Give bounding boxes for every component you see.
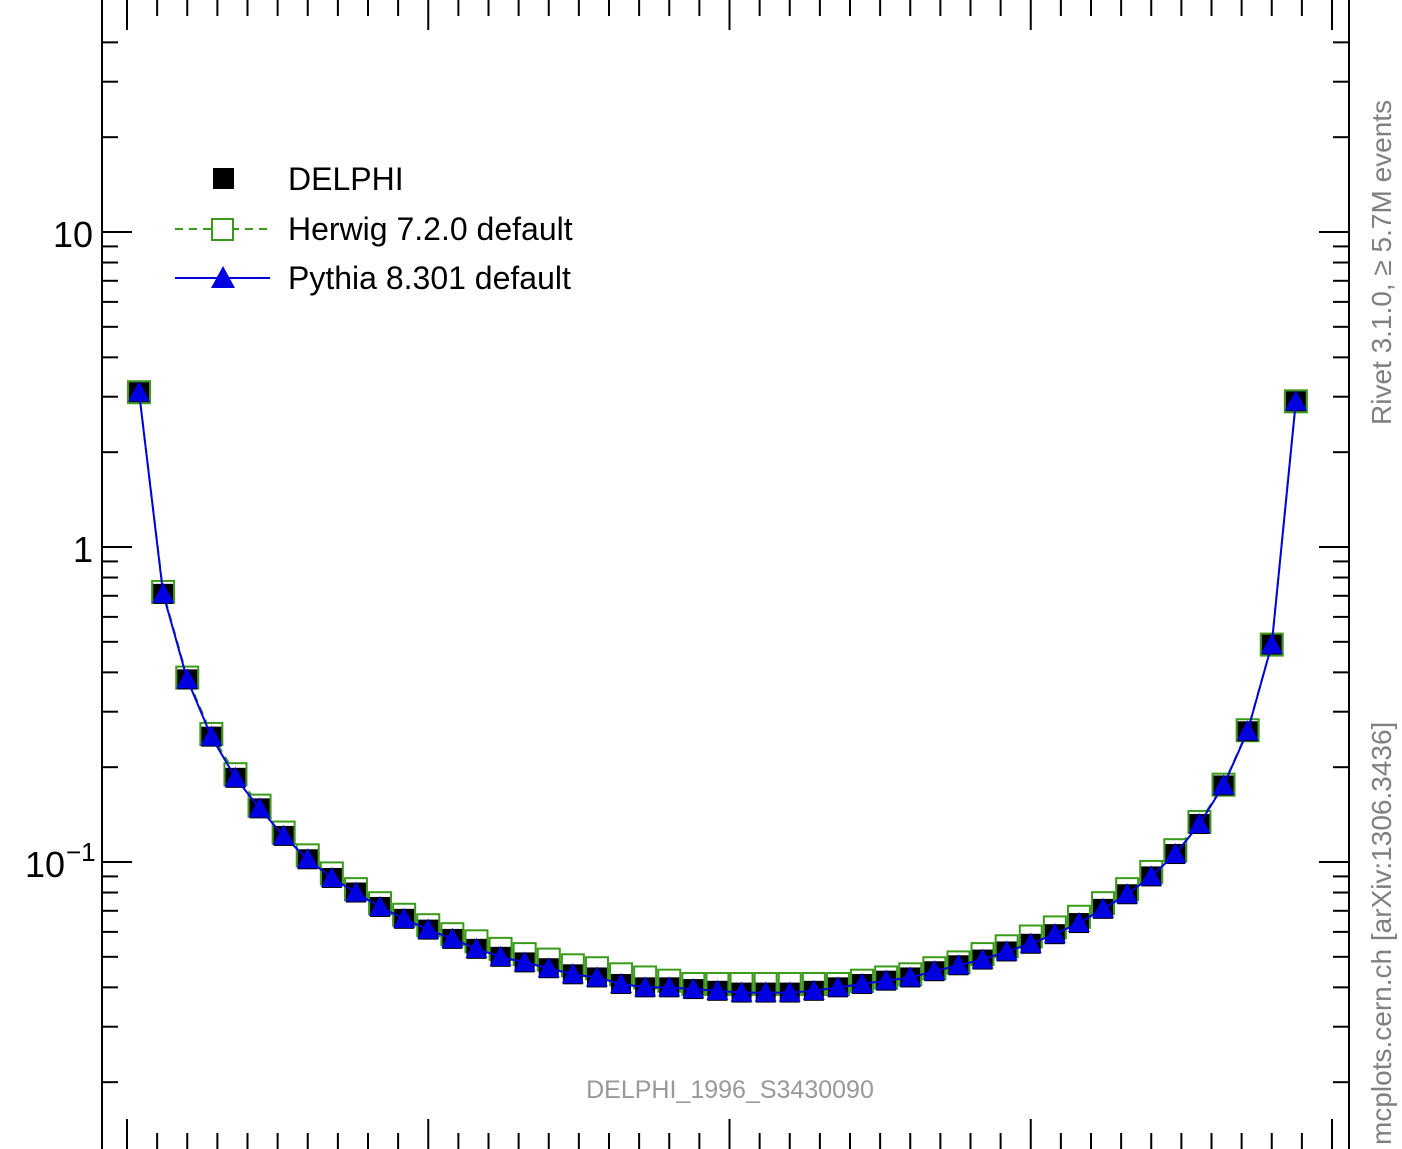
pythia-point bbox=[995, 940, 1018, 961]
pythia-point bbox=[899, 966, 922, 987]
pythia-point bbox=[826, 976, 849, 997]
pythia-point bbox=[393, 907, 416, 928]
pythia-point bbox=[369, 895, 392, 916]
legend: DELPHI Herwig 7.2.0 default Pythia 8.301… bbox=[175, 161, 573, 296]
analysis-watermark: DELPHI_1996_S3430090 bbox=[586, 1076, 874, 1104]
pythia-point bbox=[971, 948, 994, 969]
pythia-point bbox=[1164, 843, 1187, 864]
pythia-point bbox=[1140, 865, 1163, 886]
pythia-point bbox=[778, 981, 801, 1002]
pythia-point bbox=[344, 881, 367, 902]
y-tick-label-0.1-exponent: −1 bbox=[66, 837, 96, 867]
pythia-point bbox=[128, 381, 151, 402]
pythia-point bbox=[248, 797, 271, 818]
axis-ticks bbox=[102, 0, 1349, 1149]
delphi-series-markers bbox=[129, 382, 1306, 1003]
legend-herwig-label: Herwig 7.2.0 default bbox=[288, 211, 573, 247]
pythia-point bbox=[561, 963, 584, 984]
pythia-point bbox=[465, 937, 488, 958]
pythia-point bbox=[200, 725, 223, 746]
y-tick-label-10: 10 bbox=[53, 214, 93, 255]
mcplots-side-label: mcplots.cern.ch [arXiv:1306.3436] bbox=[1366, 722, 1397, 1145]
pythia-point bbox=[634, 976, 657, 997]
pythia-point bbox=[802, 979, 825, 1000]
pythia-point bbox=[706, 979, 729, 1000]
legend-herwig-marker bbox=[211, 218, 234, 241]
legend-pythia-label: Pythia 8.301 default bbox=[288, 260, 571, 296]
legend-pythia-marker bbox=[211, 266, 235, 288]
pythia-point bbox=[1212, 774, 1235, 795]
pythia-point bbox=[730, 981, 753, 1002]
pythia-point bbox=[1236, 720, 1259, 741]
rivet-side-label: Rivet 3.1.0, ≥ 5.7M events bbox=[1366, 100, 1397, 425]
y-tick-labels: 10 1 10 −1 bbox=[25, 214, 96, 885]
pythia-point bbox=[923, 960, 946, 981]
pythia-point bbox=[513, 951, 536, 972]
pythia-point bbox=[296, 848, 319, 869]
pythia-point bbox=[1188, 813, 1211, 834]
pythia-point bbox=[610, 972, 633, 993]
pythia-point bbox=[152, 582, 175, 603]
pythia-point bbox=[875, 969, 898, 990]
pythia-point bbox=[754, 981, 777, 1002]
pythia-point bbox=[851, 972, 874, 993]
pythia-point bbox=[682, 978, 705, 999]
legend-delphi-marker bbox=[213, 168, 234, 189]
pythia-point bbox=[947, 954, 970, 975]
pythia-point bbox=[1284, 390, 1307, 411]
pythia-point bbox=[658, 976, 681, 997]
legend-delphi-label: DELPHI bbox=[288, 161, 404, 197]
y-tick-label-0.1: 10 bbox=[25, 844, 65, 885]
pythia-point bbox=[1019, 932, 1042, 953]
pythia-point bbox=[1116, 883, 1139, 904]
pythia-point bbox=[489, 945, 512, 966]
pythia-point bbox=[1260, 633, 1283, 654]
pythia-point bbox=[441, 927, 464, 948]
pythia-point bbox=[1067, 912, 1090, 933]
y-tick-label-1: 1 bbox=[73, 529, 93, 570]
pythia-point bbox=[272, 824, 295, 845]
pythia-point bbox=[1092, 897, 1115, 918]
pythia-point bbox=[585, 966, 608, 987]
pythia-point bbox=[1043, 923, 1066, 944]
pythia-point bbox=[320, 866, 343, 887]
pythia-point bbox=[224, 766, 247, 787]
pythia-point bbox=[176, 668, 199, 689]
pythia-point bbox=[417, 918, 440, 939]
pythia-series-markers bbox=[128, 381, 1307, 1002]
pythia-point bbox=[537, 957, 560, 978]
plot-frame bbox=[101, 0, 1350, 1149]
